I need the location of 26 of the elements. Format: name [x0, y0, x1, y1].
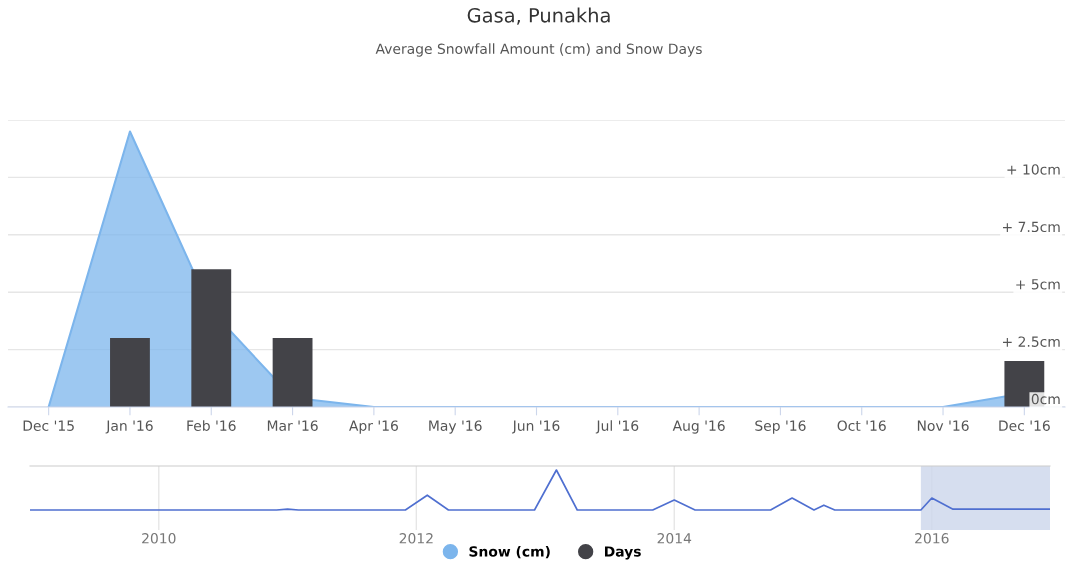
x-tick-label: May '16 [429, 420, 482, 434]
y-tick-label: + 7.5cm [1003, 221, 1060, 233]
x-tick-label: Dec '16 [999, 420, 1050, 431]
x-tick-label: Sep '16 [755, 420, 806, 434]
x-tick-label: Feb '16 [187, 420, 236, 431]
x-tick-label: Apr '16 [349, 420, 398, 434]
x-tick-label: Jul '16 [595, 420, 639, 434]
x-tick-label: Oct '16 [837, 420, 886, 431]
x-tick-label: 2012 [399, 533, 433, 544]
chart-subtitle: Average Snowfall Amount (cm) and Snow Days [375, 43, 702, 57]
x-tick-label: 2010 [142, 533, 176, 544]
y-tick-label: 0cm [1031, 393, 1060, 405]
x-tick-label: Dec '15 [23, 420, 74, 431]
x-tick-label: 2014 [657, 533, 692, 544]
x-tick-label: Jan '16 [105, 420, 153, 434]
legend-label: Days [604, 546, 641, 560]
x-tick-label: Aug '16 [672, 420, 725, 434]
chart-title: Gasa, Punakha [467, 7, 610, 25]
x-tick-label: Nov '16 [917, 420, 969, 431]
x-tick-label: Mar '16 [267, 420, 318, 431]
y-tick-label: + 5cm [1016, 279, 1060, 290]
legend-label: Snow (cm) [469, 545, 550, 559]
y-tick-label: + 10cm [1007, 164, 1060, 175]
x-tick-label: 2016 [915, 533, 949, 544]
x-tick-label: Jun '16 [511, 420, 560, 434]
y-tick-label: + 2.5cm [1003, 336, 1060, 347]
